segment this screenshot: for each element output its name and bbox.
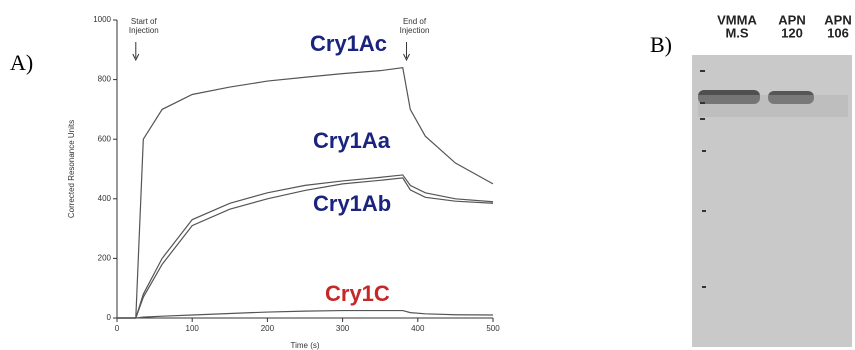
y-axis-label: Corrected Resonance Units — [67, 120, 76, 218]
chart: 0 100 200 300 400 500 0 200 400 600 800 1000 Time (s… — [67, 15, 500, 350]
figure: A) B) VMMAM.SAPN120APN106 0 100 200 300 400 5… — [0, 0, 855, 350]
y-tick-label: 200 — [98, 254, 112, 263]
series-label: Cry1Ac — [310, 31, 387, 56]
gel-smear — [698, 95, 848, 117]
x-tick-label: 200 — [261, 324, 275, 333]
annotation: End of — [403, 17, 427, 26]
y-tick-label: 400 — [98, 194, 112, 203]
annotation: Injection — [400, 26, 430, 35]
y-tick-label: 1000 — [93, 15, 111, 24]
y-tick-label: 800 — [98, 75, 112, 84]
lane-label: 120 — [781, 25, 803, 40]
y-tick-label: 0 — [107, 313, 112, 322]
panel-label: B) — [650, 32, 672, 57]
series-label: Cry1Aa — [313, 128, 391, 153]
x-tick-label: 500 — [486, 324, 500, 333]
annotation: Start of — [131, 17, 158, 26]
lane-label: M.S — [725, 25, 748, 40]
series-label: Cry1C — [325, 281, 390, 306]
lane-label: 106 — [827, 25, 849, 40]
y-tick-label: 600 — [98, 134, 112, 143]
x-tick-label: 400 — [411, 324, 425, 333]
series-label: Cry1Ab — [313, 191, 391, 216]
x-tick-label: 0 — [115, 324, 120, 333]
series-line — [117, 68, 493, 318]
series-line — [117, 178, 493, 318]
x-tick-label: 300 — [336, 324, 350, 333]
annotation: Injection — [129, 26, 159, 35]
series-line — [117, 175, 493, 318]
series-line — [117, 311, 493, 318]
x-axis-label: Time (s) — [290, 341, 319, 350]
panel-label: A) — [10, 50, 33, 75]
x-tick-label: 100 — [186, 324, 200, 333]
